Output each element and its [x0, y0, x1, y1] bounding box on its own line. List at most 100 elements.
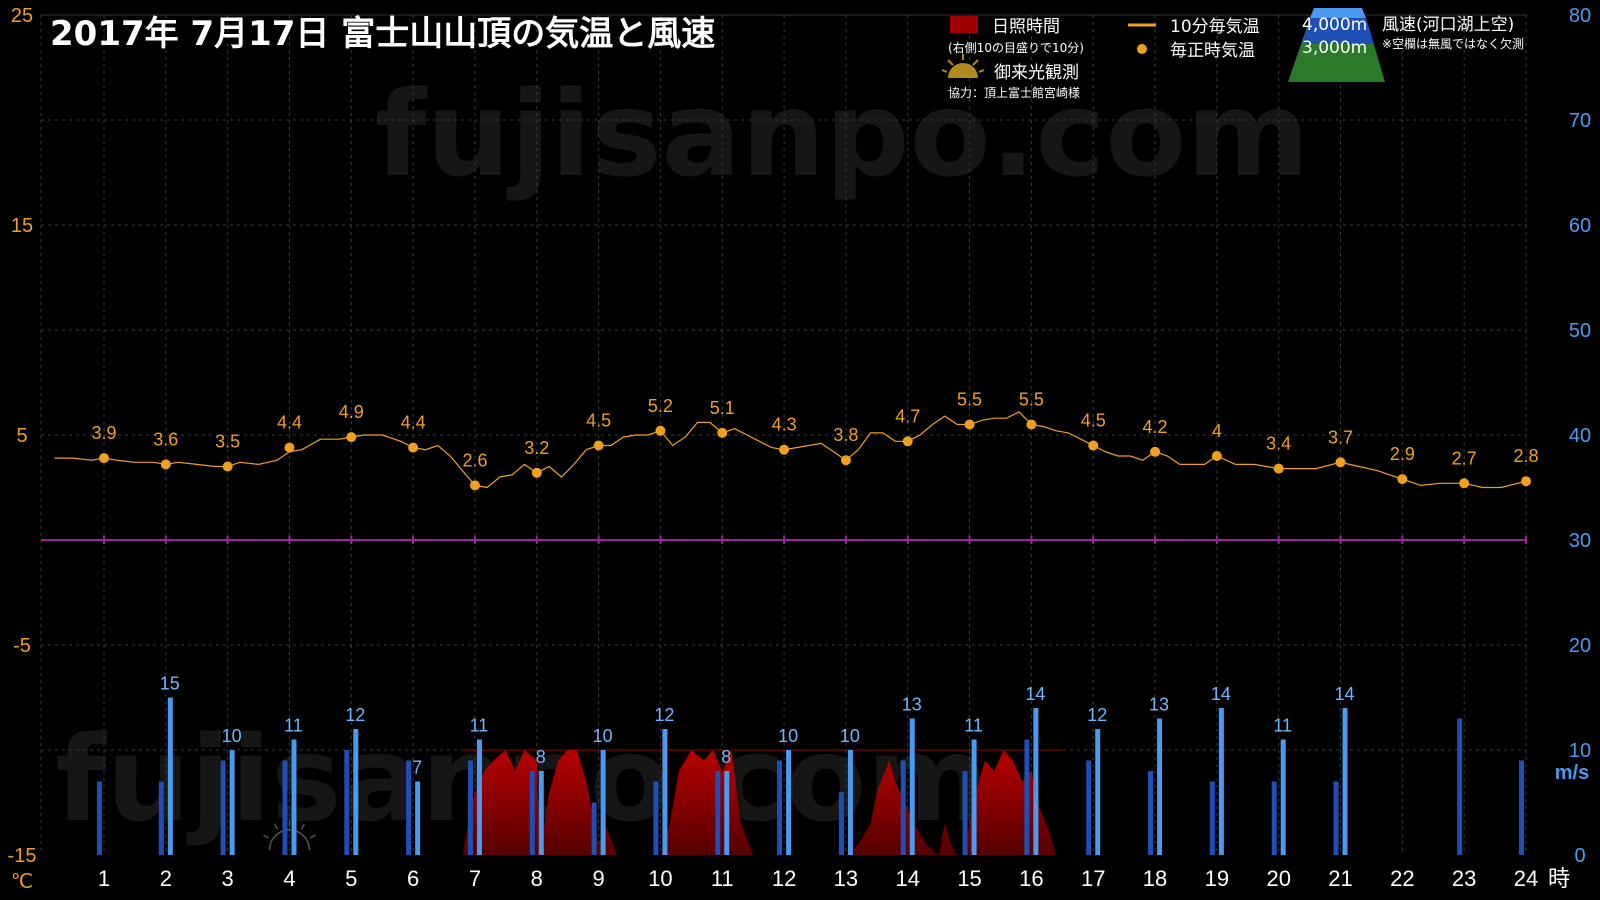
- wind-4000m-bar: [353, 729, 359, 855]
- temperature-label: 3.8: [833, 425, 858, 445]
- x-axis-tick: 8: [531, 866, 543, 891]
- wind-label: 13: [902, 695, 922, 715]
- wind-label: 14: [1335, 684, 1355, 704]
- wind-label: 12: [654, 705, 674, 725]
- temperature-hourly-point: [531, 467, 542, 478]
- x-axis-tick: 24: [1514, 866, 1538, 891]
- temperature-label: 4: [1212, 421, 1222, 441]
- temperature-label: 2.7: [1452, 448, 1477, 468]
- grid: [40, 15, 1527, 855]
- left-axis-tick: 15: [11, 215, 33, 237]
- x-axis-tick: 20: [1266, 866, 1290, 891]
- temperature-hourly-point: [469, 480, 480, 491]
- temperature-10min-line: [54, 411, 1527, 489]
- wind-3000m-bar: [838, 792, 844, 855]
- temperature-label: 2.6: [462, 450, 487, 470]
- temperature-label: 5.2: [648, 396, 673, 416]
- data-labels: 3.9 3.6 3.5 4.4 4.9 4.4 2.6 3.2 4.5 5.2 5.1 4.3 3.8 4…: [91, 390, 1538, 778]
- wind-4000m-bar: [600, 750, 606, 855]
- wind-3000m-bar: [406, 760, 412, 855]
- goraiko-ray: [300, 823, 306, 830]
- temperature-hourly-point: [655, 425, 666, 436]
- right-axis-tick: 80: [1569, 5, 1591, 27]
- wind-4000m-bar: [786, 750, 792, 855]
- temperature-hourly-point: [1026, 419, 1037, 430]
- legend-wind-4000: 4,000m: [1302, 15, 1367, 35]
- wind-3000m-bar: [1457, 718, 1463, 855]
- wind-label: 12: [1087, 705, 1107, 725]
- wind-label: 7: [412, 758, 422, 778]
- right-axis-tick: 0: [1574, 845, 1585, 867]
- wind-3000m-bar: [1333, 781, 1339, 855]
- wind-3000m-bar: [1271, 781, 1277, 855]
- legend: 日照時間 (右側10の目盛りで10分) 御来光観測 協力：頂上富士館宮崎様 10…: [941, 8, 1524, 100]
- temperature-label: 3.4: [1266, 434, 1291, 454]
- temperature-label: 5.1: [710, 398, 735, 418]
- temperature-hourly-point: [408, 442, 419, 453]
- right-axis-tick: 30: [1569, 530, 1591, 552]
- temperature-hourly-point: [593, 440, 604, 451]
- wind-3000m-bar: [158, 781, 164, 855]
- wind-label: 13: [1149, 695, 1169, 715]
- x-axis-tick: 6: [407, 866, 419, 891]
- temperature-hourly-point: [964, 419, 975, 430]
- temperature-hourly-point: [717, 427, 728, 438]
- temperature-label: 4.5: [586, 411, 611, 431]
- wind-4000m-bar: [1280, 739, 1286, 855]
- wind-label: 11: [284, 716, 303, 736]
- wind-label: 14: [1025, 684, 1045, 704]
- temperature-hourly-point: [1273, 463, 1284, 474]
- wind-label: 10: [778, 726, 798, 746]
- wind-4000m-bar: [1342, 708, 1348, 855]
- mountain-icon: [1288, 8, 1385, 82]
- wind-3000m-bar: [900, 760, 906, 855]
- temperature-label: 3.6: [153, 429, 178, 449]
- wind-3000m-bar: [1209, 781, 1215, 855]
- left-axis-tick: 5: [16, 425, 27, 447]
- wind-3000m-bar: [282, 760, 288, 855]
- right-axis-unit: m/s: [1555, 762, 1589, 784]
- wind-3000m-bar: [1024, 739, 1030, 855]
- wind-label: 8: [536, 747, 546, 767]
- wind-3000m-bar: [220, 760, 226, 855]
- wind-4000m-bar: [909, 718, 915, 855]
- x-axis-tick: 16: [1019, 866, 1043, 891]
- temperature-label: 4.7: [895, 406, 920, 426]
- wind-4000m-bar: [229, 750, 235, 855]
- wind-3000m-bar: [591, 802, 597, 855]
- temperature-hourly-point: [346, 432, 357, 443]
- right-axis-tick: 20: [1569, 635, 1591, 657]
- legend-wind-title: 風速(河口湖上空): [1382, 15, 1514, 35]
- wind-3000m-bar: [777, 760, 783, 855]
- temperature-label: 3.5: [215, 432, 240, 452]
- wind-3000m-bar: [962, 771, 968, 855]
- x-axis-tick: 10: [648, 866, 672, 891]
- temperature-hourly-point: [902, 436, 913, 447]
- right-axis-tick: 60: [1569, 215, 1591, 237]
- wind-3000m-bar: [97, 781, 102, 855]
- right-axis-tick: 70: [1569, 110, 1591, 132]
- x-axis-tick: 2: [160, 866, 172, 891]
- chart-title: 2017年 7月17日 富士山山頂の気温と風速: [50, 14, 715, 54]
- x-axis-unit: 時: [1548, 866, 1570, 891]
- temperature-hourly-points: [99, 419, 1531, 491]
- legend-hourly-swatch: [1137, 44, 1147, 54]
- x-axis-tick: 15: [957, 866, 981, 891]
- x-axis-tick: 19: [1205, 866, 1229, 891]
- temperature-label: 4.3: [772, 415, 797, 435]
- x-axis-tick: 1: [98, 866, 110, 891]
- temperature-label: 5.5: [1019, 390, 1044, 410]
- x-axis-tick: 22: [1390, 866, 1414, 891]
- x-axis-tick: 3: [222, 866, 234, 891]
- legend-credit: 協力：頂上富士館宮崎様: [948, 85, 1080, 100]
- wind-label: 10: [222, 726, 242, 746]
- x-axis-tick: 11: [711, 866, 734, 891]
- temperature-label: 4.4: [401, 413, 426, 433]
- goraiko-sun: [268, 829, 311, 851]
- temperature-label: 2.8: [1513, 446, 1538, 466]
- x-axis-tick: 12: [772, 866, 796, 891]
- wind-4000m-bar: [971, 739, 977, 855]
- wind-4000m-bar: [847, 750, 853, 855]
- wind-3000m-bar: [1519, 760, 1524, 855]
- wind-3000m-bar: [1148, 771, 1154, 855]
